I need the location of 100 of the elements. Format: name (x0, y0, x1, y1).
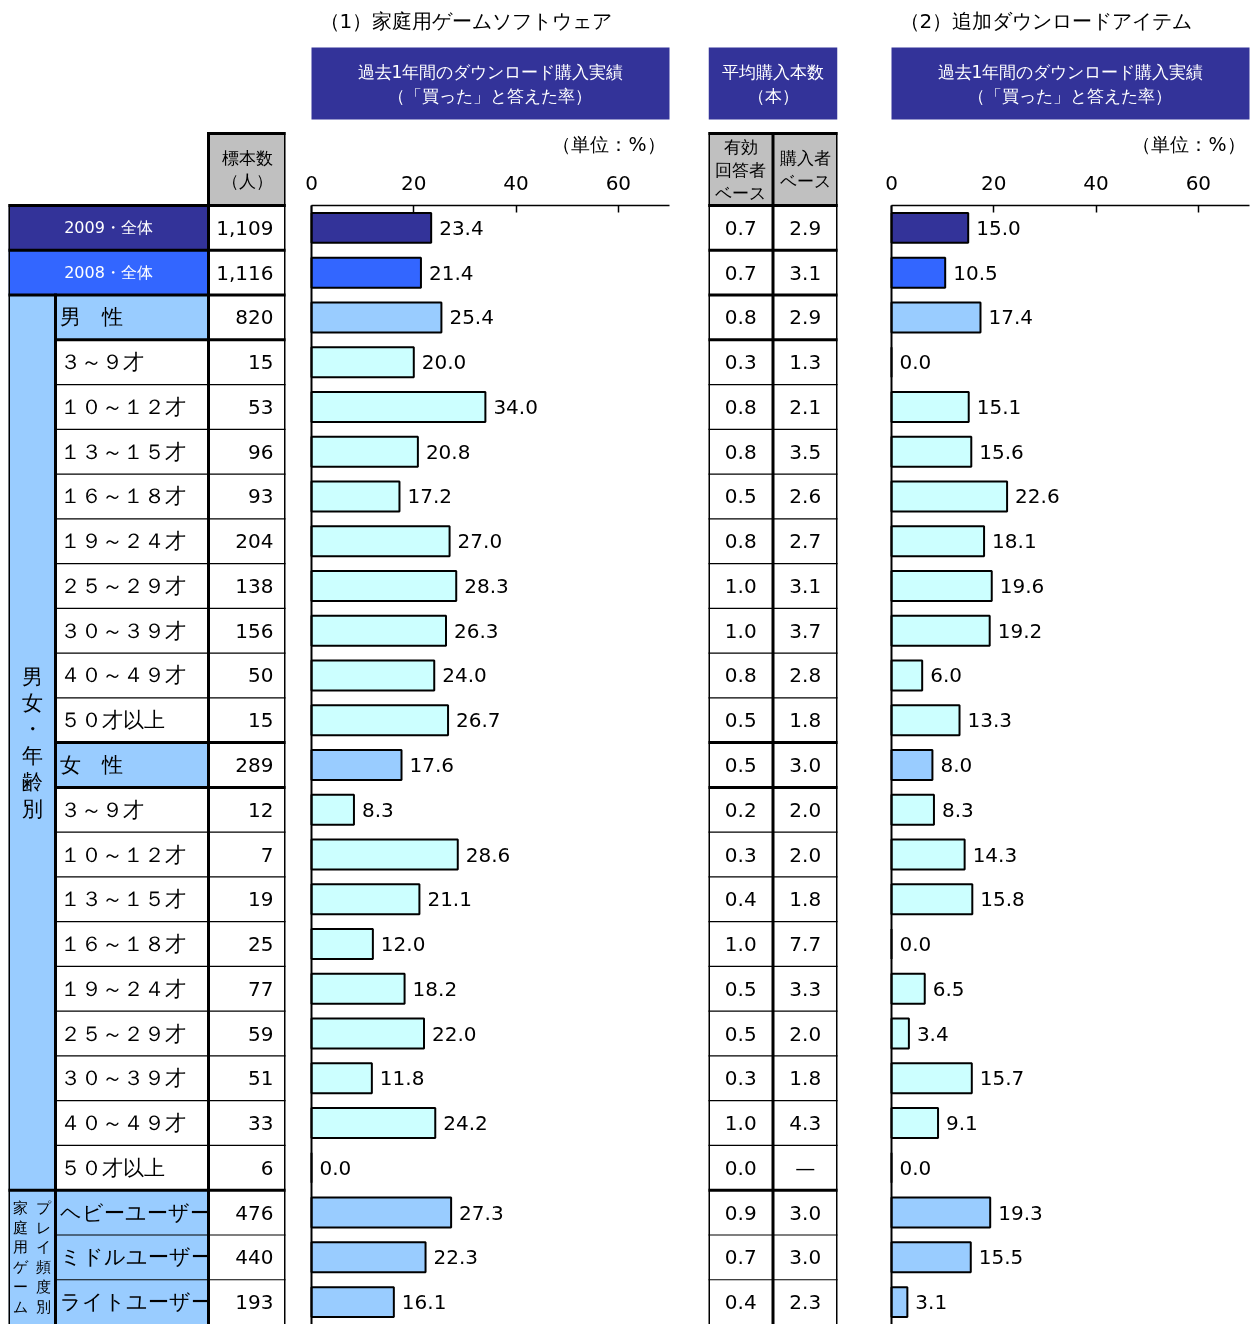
data-label: 59 (248, 1021, 274, 1046)
data-label: 27.0 (457, 529, 503, 554)
data-label: 0.2 (724, 797, 757, 822)
y-tick-label: ３０～３９才 (59, 618, 186, 643)
data-label: 20.0 (421, 350, 467, 375)
data-label: 15 (248, 708, 274, 733)
data-label: 0.3 (724, 842, 757, 867)
data-label: 2.3 (789, 1290, 822, 1315)
data-label: 25 (248, 932, 274, 957)
y-tick-label: ４０～４９才 (59, 1111, 186, 1136)
data-label: 26.3 (454, 618, 499, 643)
data-label: 3.0 (789, 1200, 822, 1225)
data-label: 14.3 (972, 842, 1018, 867)
data-label: 1,116 (216, 260, 274, 285)
data-label: 289 (235, 753, 274, 777)
data-label: 1.8 (789, 708, 822, 733)
data-label: 21.4 (428, 260, 474, 285)
data-label: 18.1 (992, 529, 1037, 554)
data-label: 0.5 (724, 753, 757, 777)
data-label: 1.0 (724, 573, 757, 598)
data-label: 10.5 (953, 260, 998, 285)
data-label: 0.0 (319, 1155, 352, 1180)
data-label: 50 (248, 663, 274, 688)
data-label: 25.4 (449, 305, 494, 330)
data-label: 2.9 (789, 305, 822, 330)
y-tick-label: １６～１８才 (59, 484, 186, 509)
data-label: 2.6 (789, 484, 822, 509)
data-label: 0.0 (899, 1155, 932, 1180)
data-label: 1.3 (789, 350, 822, 375)
data-label: 0.0 (899, 932, 932, 957)
data-label: 1,109 (216, 215, 274, 240)
data-label: 3.0 (789, 753, 822, 777)
y-tick-label: ４０～４９才 (59, 663, 186, 688)
data-label: 138 (235, 573, 274, 598)
y-tick-label: ５０才以上 (59, 1155, 165, 1180)
data-label: 1.0 (724, 618, 757, 643)
data-label: 6 (260, 1155, 274, 1180)
data-label: 476 (235, 1200, 274, 1225)
text: （単位：%） (1132, 132, 1246, 155)
x-tick-label: 20 (981, 170, 1007, 195)
data-label: 53 (248, 394, 274, 419)
data-label: 17.2 (407, 484, 452, 509)
data-label: 24.0 (442, 663, 487, 688)
data-label: 1.0 (724, 1111, 757, 1136)
y-tick-label: ３０～３９才 (59, 1066, 186, 1091)
y-tick-label: １０～１２才 (59, 394, 186, 419)
data-label: 19.2 (997, 618, 1043, 643)
y-tick-label: １９～２４才 (59, 976, 186, 1001)
data-label: 0.3 (724, 1066, 757, 1091)
y-tick-label: １６～１８才 (59, 932, 186, 957)
data-label: 8.0 (940, 753, 973, 777)
data-label: 0.3 (724, 350, 757, 375)
data-label: 7 (260, 842, 274, 867)
y-tick-label: ２５～２９才 (59, 573, 186, 598)
data-label: 2.0 (789, 1021, 822, 1046)
data-label: 0.4 (724, 887, 757, 912)
chart-title: （2）追加ダウンロードアイテム (899, 8, 1193, 33)
y-tick-label: ５０才以上 (59, 708, 165, 733)
data-label: 77 (248, 976, 274, 1001)
data-label: 3.1 (789, 260, 822, 285)
data-label: 20.8 (425, 439, 471, 464)
data-label: 0.8 (724, 305, 757, 330)
data-label: 3.0 (789, 1245, 822, 1270)
data-label: 23.4 (439, 215, 484, 240)
data-label: 193 (235, 1290, 274, 1315)
data-label: 0.7 (724, 1245, 757, 1270)
data-label: 0.0 (899, 350, 932, 375)
data-label: 0.5 (724, 976, 757, 1001)
data-label: 24.2 (443, 1111, 488, 1136)
data-label: 22.3 (433, 1245, 479, 1270)
data-label: 12.0 (380, 932, 426, 957)
x-tick-label: 0 (885, 170, 898, 195)
y-tick-label: 2009・全体 (64, 218, 153, 238)
data-label: 28.3 (464, 573, 509, 598)
text: プレイ頻度別 (36, 1198, 53, 1316)
data-label: 0.5 (724, 484, 757, 509)
y-tick-label: １９～２４才 (59, 529, 186, 554)
y-tick-label: ３～９才 (59, 797, 144, 822)
data-label: 16.1 (401, 1290, 447, 1315)
data-label: 17.4 (988, 305, 1034, 330)
data-label: 15.1 (976, 394, 1022, 419)
data-label: 3.4 (916, 1021, 949, 1046)
data-label: 6.0 (930, 663, 962, 688)
data-label: 7.7 (789, 932, 822, 957)
data-label: 0.5 (724, 708, 757, 733)
data-label: 34.0 (493, 394, 538, 419)
data-label: 2.0 (789, 842, 822, 867)
data-label: 15.6 (979, 439, 1024, 464)
data-label: 3.5 (789, 439, 822, 464)
y-tick-label: 2008・全体 (64, 263, 153, 283)
data-label: 156 (235, 618, 274, 643)
x-tick-label: 20 (401, 170, 427, 195)
data-label: 6.5 (932, 976, 965, 1001)
data-label: 19.6 (999, 573, 1045, 598)
text: （単位：%） (552, 132, 666, 155)
data-label: 19 (248, 887, 274, 912)
data-label: 0.8 (724, 529, 757, 554)
chart-title: （1）家庭用ゲームソフトウェア (319, 8, 613, 33)
data-label: 820 (235, 305, 274, 330)
x-tick-label: 0 (305, 170, 318, 195)
